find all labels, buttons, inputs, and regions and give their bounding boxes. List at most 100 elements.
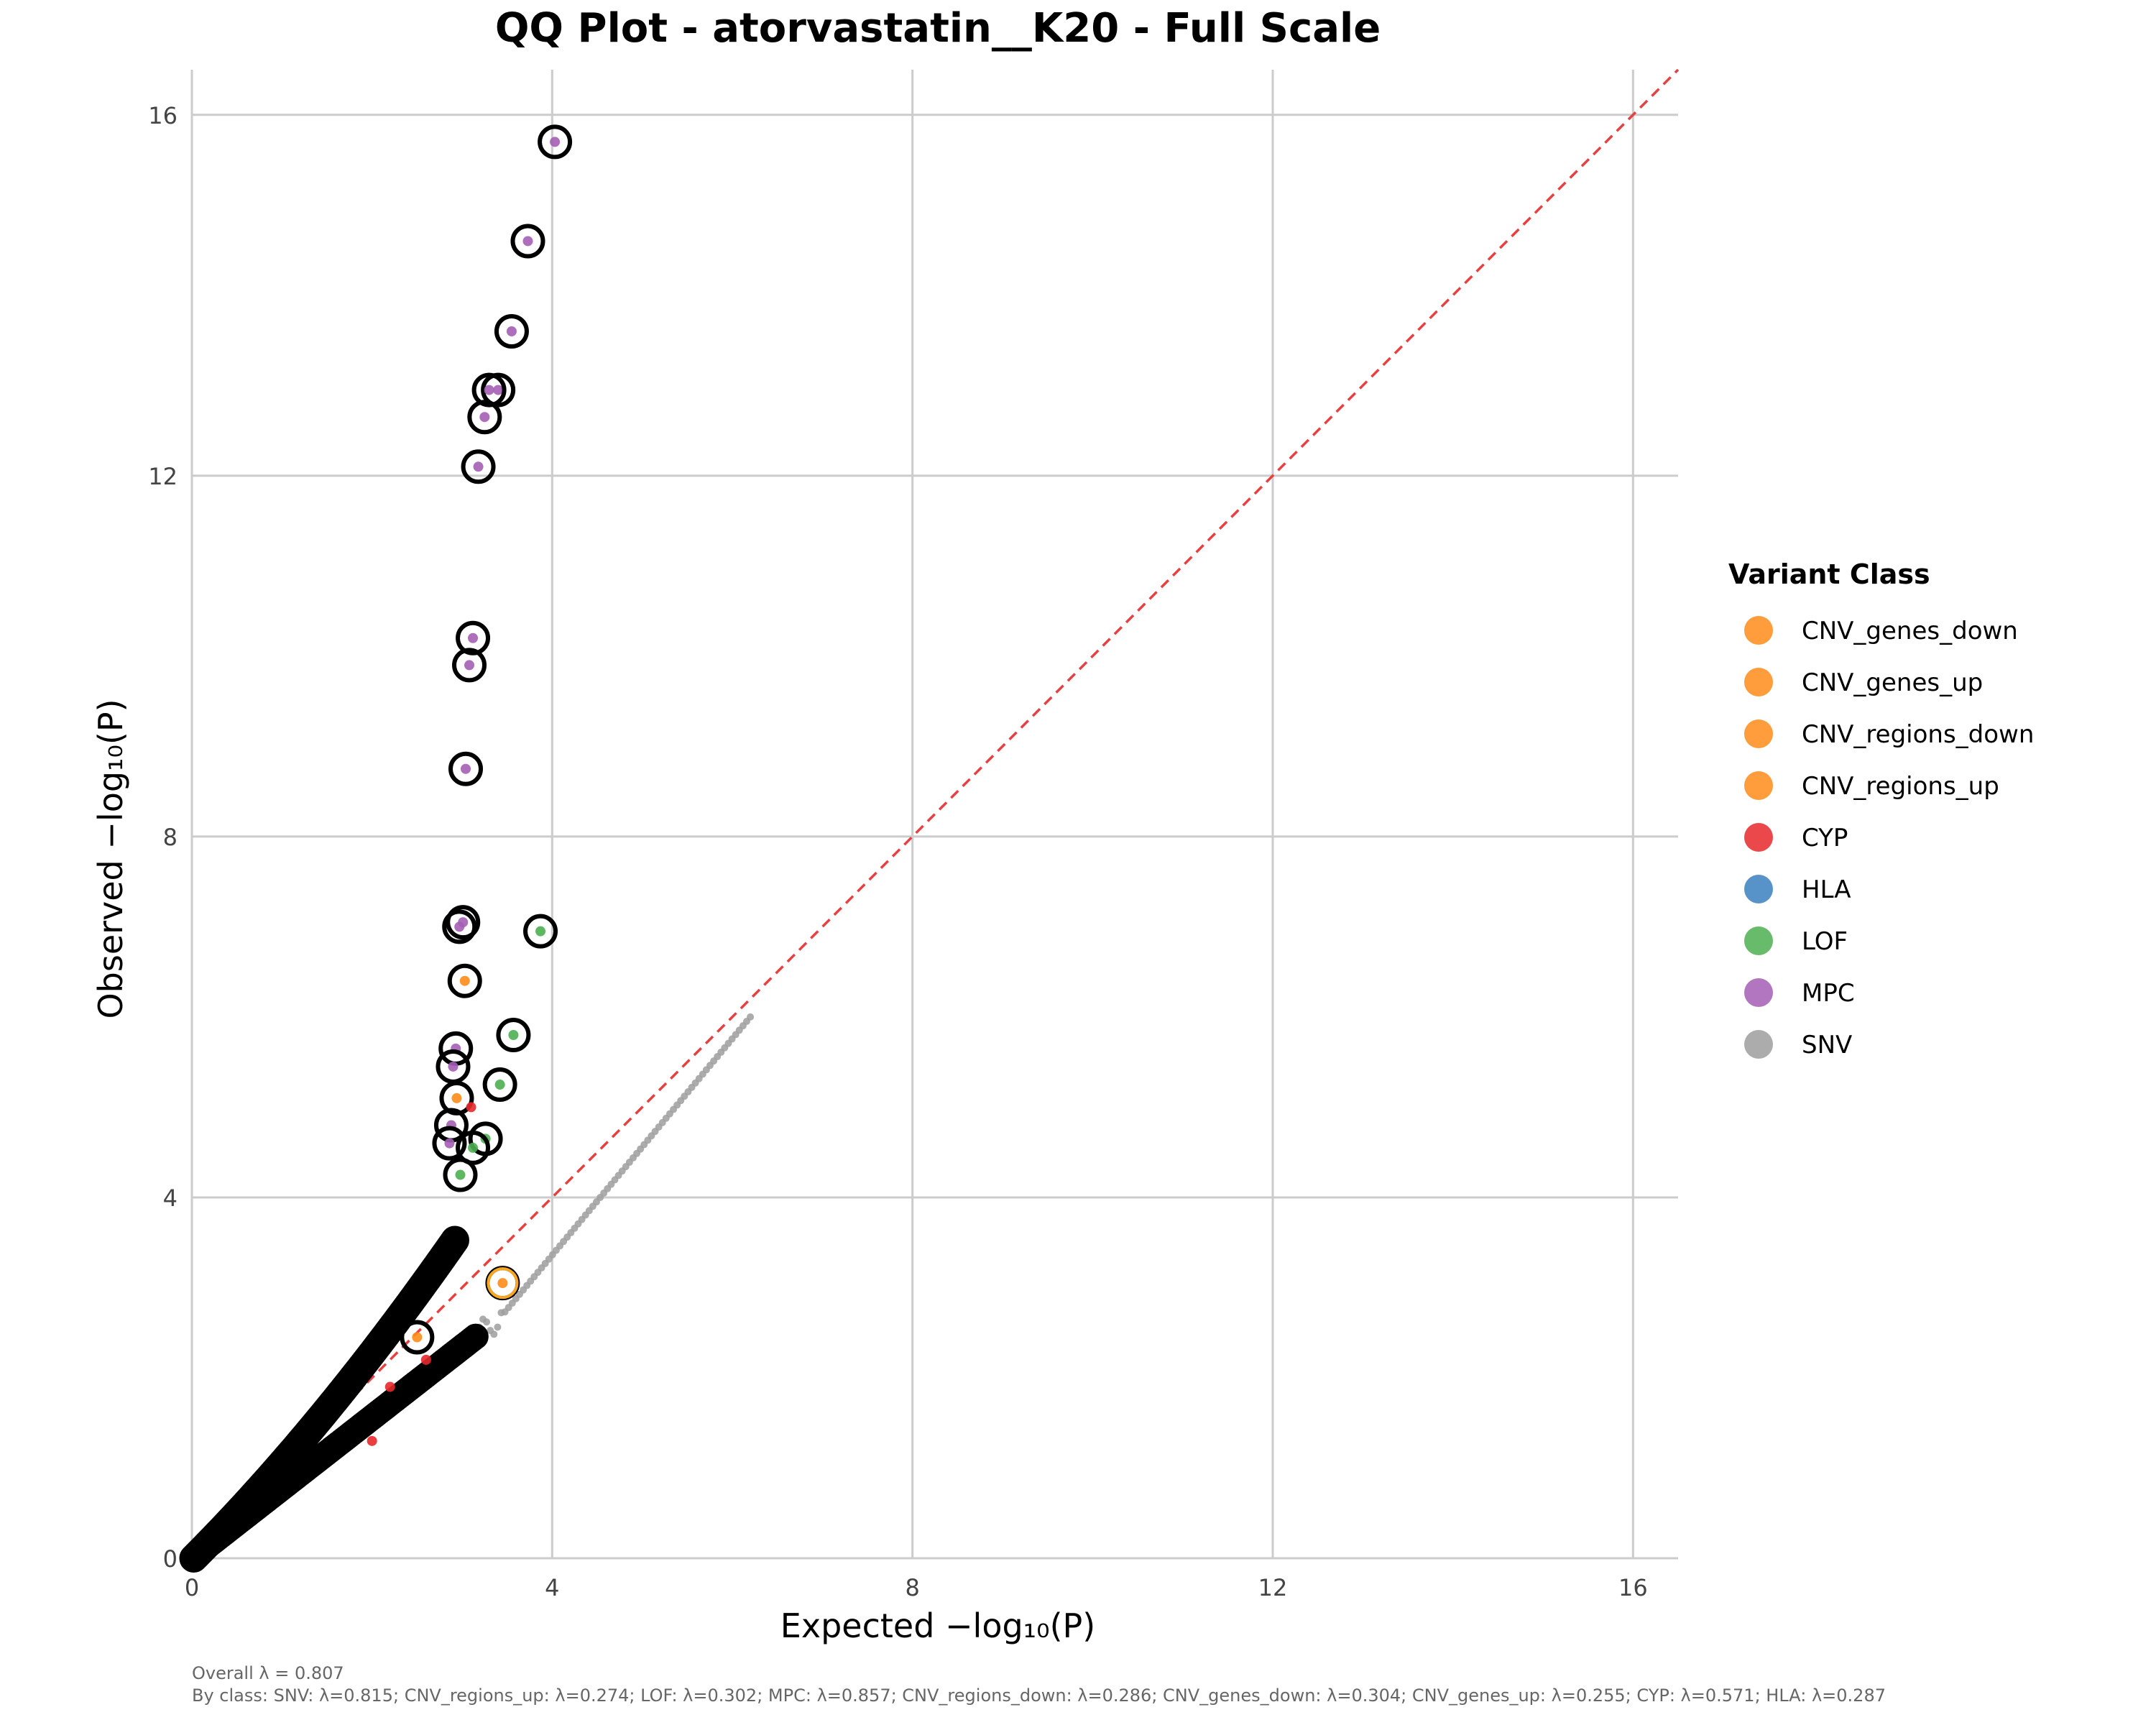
legend-item: SNV bbox=[1744, 1030, 1852, 1059]
legend-swatch bbox=[1744, 616, 1773, 645]
y-tick-label: 0 bbox=[163, 1545, 178, 1573]
highlighted-ring bbox=[523, 914, 558, 949]
legend-item: HLA bbox=[1744, 875, 1851, 904]
highlighted-ring bbox=[448, 751, 484, 786]
class-lambdas: By class: SNV: λ=0.815; CNV_regions_up: … bbox=[192, 1685, 1886, 1706]
legend-title: Variant Class bbox=[1728, 558, 1930, 590]
highlighted-ring bbox=[510, 224, 545, 259]
mpc-point bbox=[484, 385, 494, 395]
legend: Variant Class CNV_genes_down CNV_genes_up… bbox=[1728, 558, 2034, 1059]
x-tick-label: 8 bbox=[905, 1574, 919, 1601]
y-axis-label: Observed −log₁₀(P) bbox=[91, 699, 130, 1018]
cyp-point bbox=[367, 1435, 377, 1446]
mpc-point bbox=[468, 632, 479, 643]
highlighted-ring bbox=[494, 313, 529, 349]
highlighted-ring bbox=[482, 1067, 517, 1103]
x-axis-label: Expected −log₁₀(P) bbox=[780, 1606, 1095, 1645]
legend-swatch bbox=[1744, 1030, 1773, 1059]
snv-point bbox=[494, 1323, 502, 1331]
legend-label: CNV_genes_down bbox=[1802, 617, 2018, 645]
legend-entries: CNV_genes_down CNV_genes_up CNV_regions_do… bbox=[1744, 616, 2034, 1059]
highlighted-ring bbox=[432, 1126, 467, 1161]
x-tick-label: 0 bbox=[185, 1574, 199, 1601]
highlighted-ring bbox=[400, 1320, 435, 1355]
mpc-point bbox=[522, 236, 533, 247]
legend-swatch bbox=[1744, 978, 1773, 1007]
mpc-point bbox=[461, 763, 471, 774]
lof-point bbox=[494, 1080, 505, 1090]
legend-item: CNV_regions_up bbox=[1744, 771, 1999, 801]
highlighted-ring bbox=[456, 620, 491, 656]
legend-label: CNV_genes_up bbox=[1802, 668, 1983, 697]
highlighted-point bbox=[440, 1225, 469, 1255]
highlighted-ring bbox=[496, 1018, 531, 1053]
tick-labels: 0 4 8 12 16 0 4 8 12 16 bbox=[148, 102, 1647, 1601]
mpc-point bbox=[448, 1061, 459, 1072]
highlighted-point bbox=[462, 1323, 489, 1350]
mpc-point bbox=[444, 1138, 455, 1149]
legend-item: CNV_regions_down bbox=[1744, 719, 2034, 749]
highlighted-ring bbox=[446, 905, 481, 940]
chart-title: QQ Plot - atorvastatin__K20 - Full Scale bbox=[495, 5, 1381, 52]
legend-label: CNV_regions_up bbox=[1802, 772, 1999, 801]
cnv-genes-down-point bbox=[451, 1092, 462, 1103]
snv-point bbox=[483, 1318, 491, 1326]
highlighted-ring bbox=[452, 648, 487, 683]
highlighted-ring bbox=[481, 372, 516, 408]
cnv-genes-down-point bbox=[459, 975, 470, 986]
data-points bbox=[179, 124, 755, 1573]
cnv-open-point bbox=[487, 1267, 519, 1300]
legend-swatch bbox=[1744, 875, 1773, 903]
overall-lambda: Overall λ = 0.807 bbox=[192, 1663, 344, 1683]
highlighted-ring bbox=[447, 963, 482, 998]
highlighted-ring bbox=[467, 400, 502, 435]
legend-label: SNV bbox=[1802, 1031, 1852, 1059]
y-tick-label: 8 bbox=[163, 824, 178, 851]
cnv-genes-down-point bbox=[497, 1278, 508, 1289]
legend-swatch bbox=[1744, 926, 1773, 955]
y-tick-label: 12 bbox=[148, 463, 178, 490]
legend-swatch bbox=[1744, 668, 1773, 696]
legend-label: CNV_regions_down bbox=[1802, 720, 2034, 749]
highlighted-ring bbox=[442, 909, 477, 944]
axes bbox=[190, 70, 1678, 1560]
identity-reference-line bbox=[190, 68, 1680, 1560]
lof-point bbox=[455, 1169, 466, 1180]
cyp-point bbox=[420, 1354, 431, 1365]
legend-label: HLA bbox=[1802, 875, 1851, 904]
highlighted-ring bbox=[456, 1130, 491, 1165]
x-tick-label: 4 bbox=[545, 1574, 559, 1601]
legend-swatch bbox=[1744, 823, 1773, 852]
highlighted-ring bbox=[439, 1080, 474, 1116]
mpc-point bbox=[493, 385, 504, 395]
mpc-point bbox=[479, 412, 490, 423]
x-tick-label: 12 bbox=[1258, 1574, 1288, 1601]
y-tick-label: 16 bbox=[148, 102, 178, 129]
cnv-genes-down-point bbox=[412, 1332, 423, 1343]
legend-label: LOF bbox=[1802, 927, 1848, 956]
highlighted-ring bbox=[538, 124, 573, 160]
snv-point bbox=[747, 1013, 755, 1021]
legend-item: CNV_genes_up bbox=[1744, 668, 1983, 697]
y-tick-label: 4 bbox=[163, 1184, 178, 1212]
legend-item: LOF bbox=[1744, 926, 1848, 956]
reference-line bbox=[190, 68, 1680, 1560]
mpc-point bbox=[473, 461, 484, 472]
lof-point bbox=[468, 1142, 479, 1153]
legend-item: CNV_genes_down bbox=[1744, 616, 2018, 645]
grid-lines bbox=[192, 70, 1678, 1558]
highlighted-ring bbox=[443, 1157, 478, 1192]
mpc-point bbox=[550, 137, 561, 147]
mpc-point bbox=[464, 660, 475, 671]
highlighted-ring bbox=[471, 372, 507, 408]
lof-point bbox=[535, 926, 546, 937]
legend-item: MPC bbox=[1744, 978, 1855, 1008]
legend-swatch bbox=[1744, 771, 1773, 800]
legend-label: CYP bbox=[1802, 824, 1848, 852]
lof-point bbox=[508, 1030, 519, 1041]
x-tick-label: 16 bbox=[1618, 1574, 1648, 1601]
cyp-point bbox=[384, 1381, 395, 1392]
legend-item: CYP bbox=[1744, 823, 1848, 852]
mpc-point bbox=[454, 921, 465, 932]
